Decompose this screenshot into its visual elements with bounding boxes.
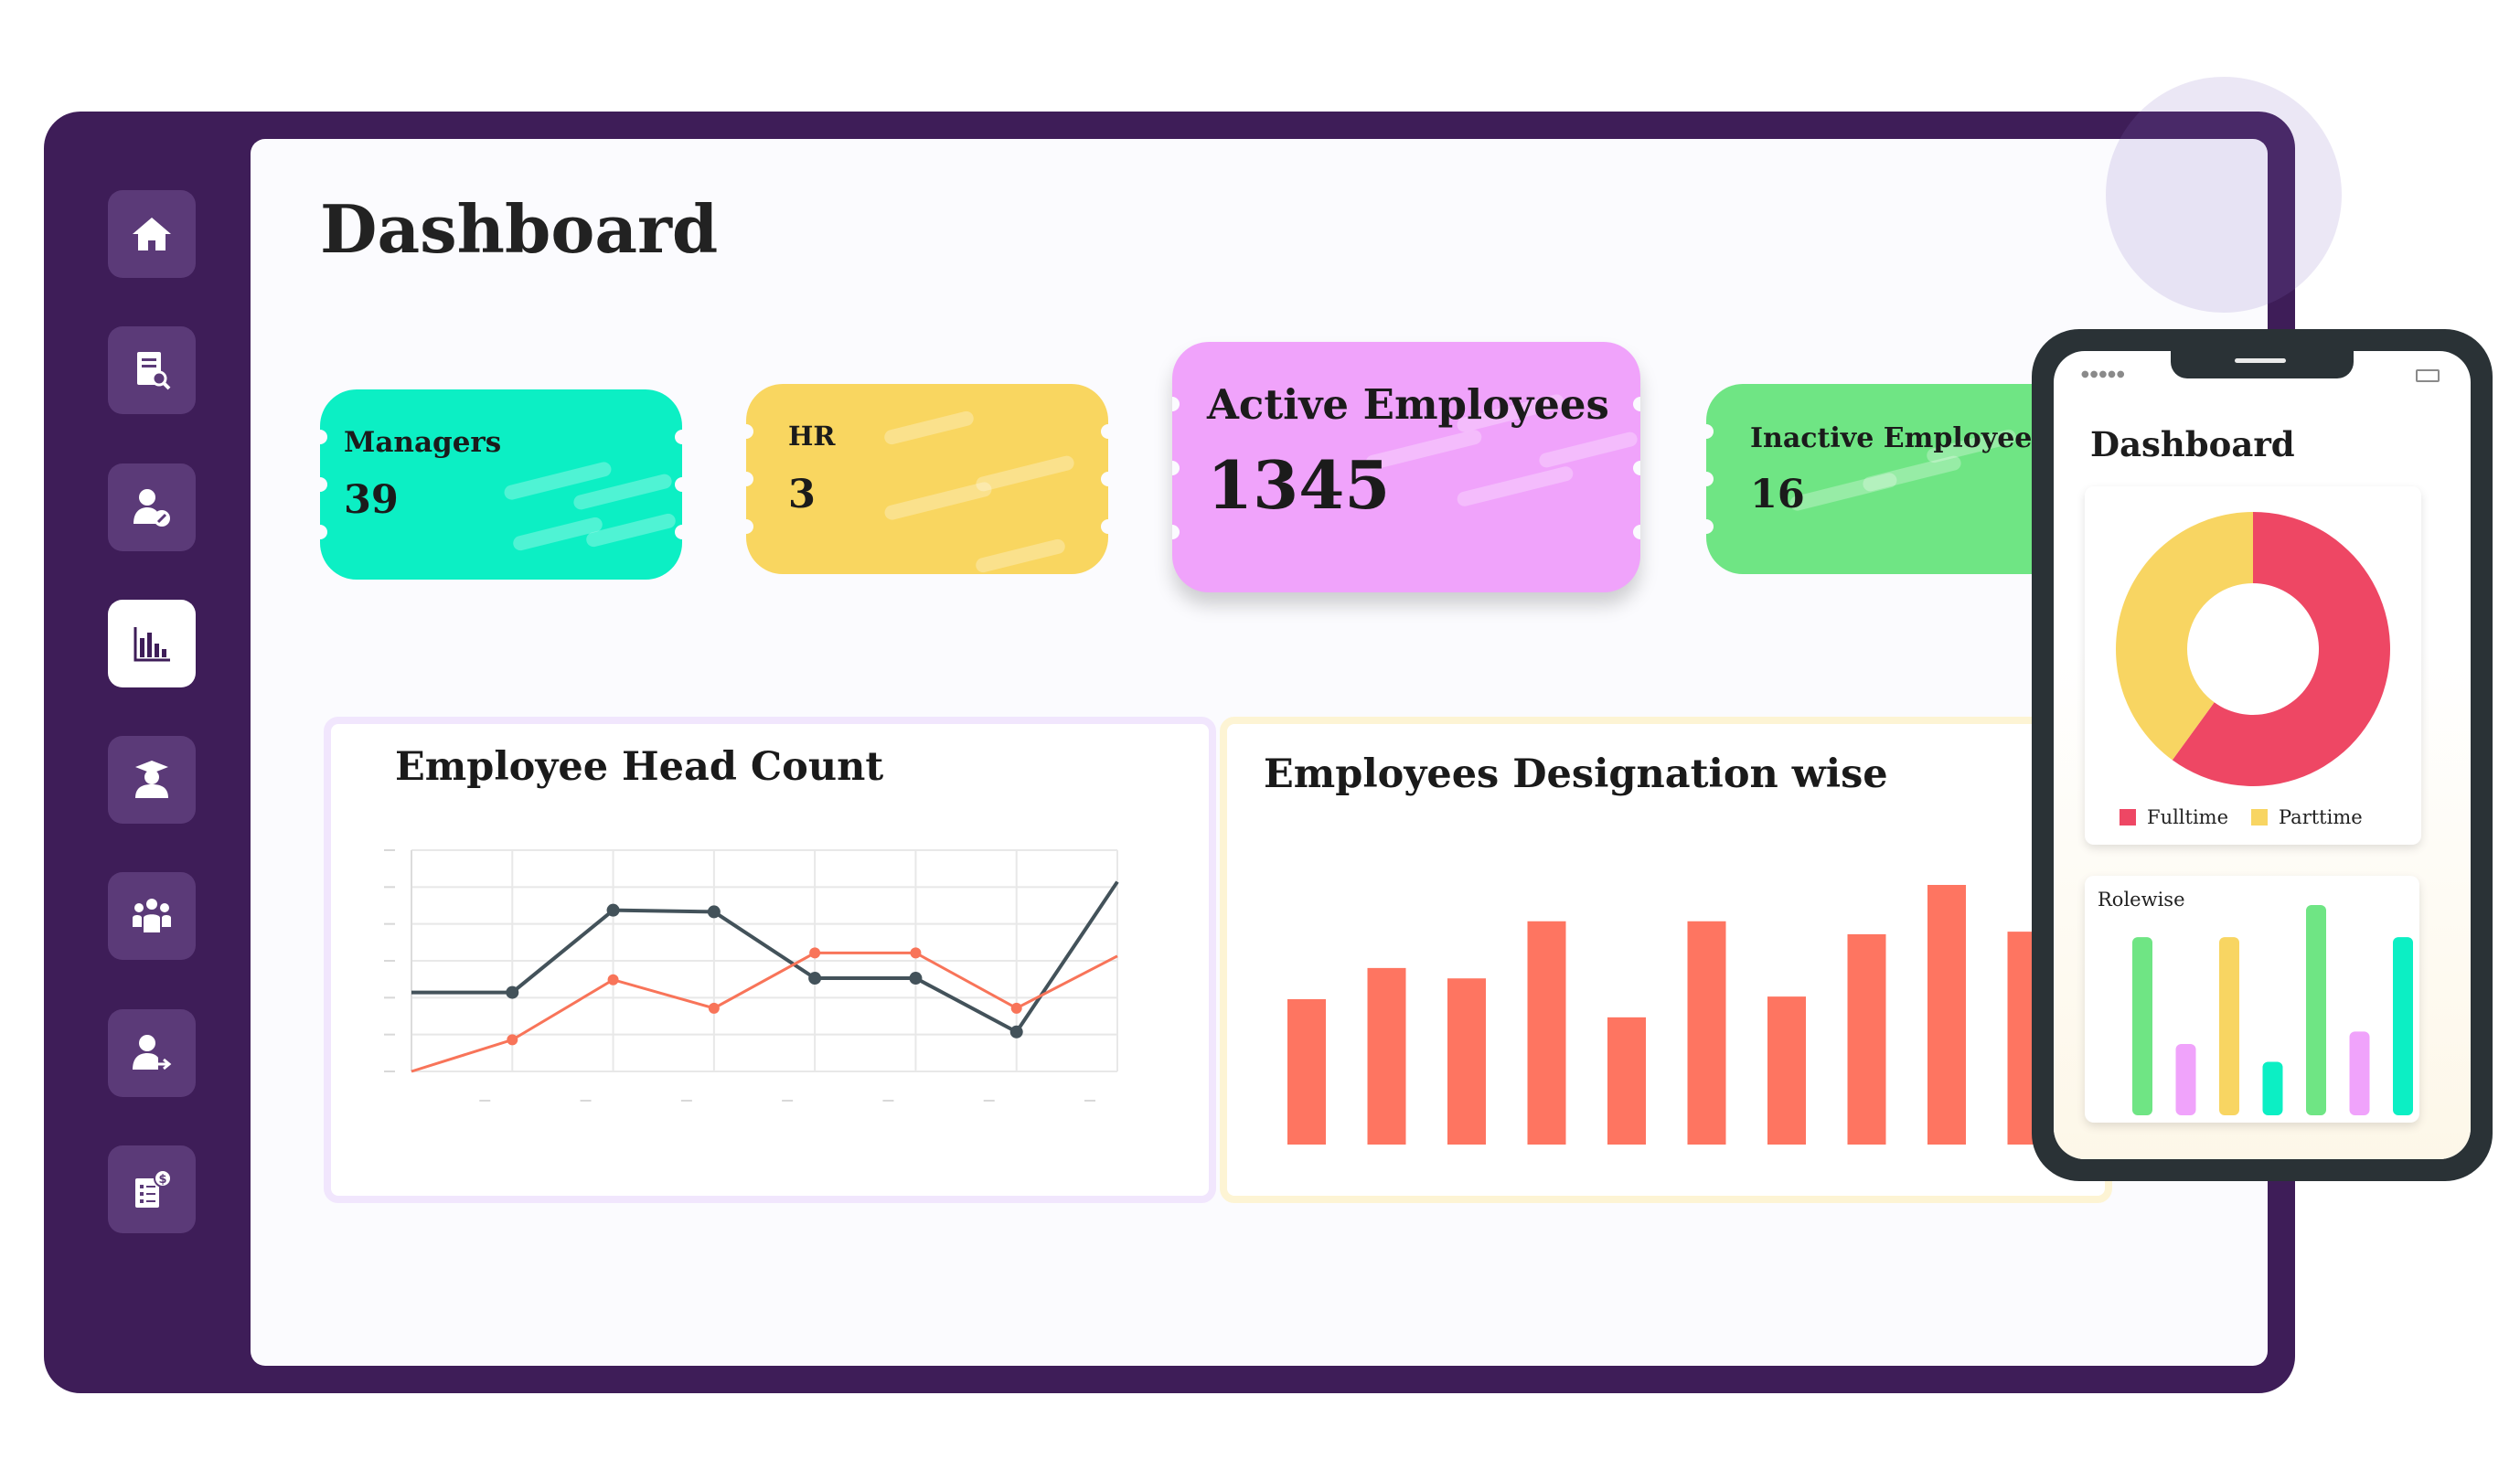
- data-point: [606, 903, 620, 917]
- bar: [2219, 937, 2239, 1115]
- data-point: [507, 1034, 518, 1046]
- pie-slice: [2172, 512, 2390, 786]
- bar-chart-icon: [133, 627, 170, 662]
- legend-swatch: [2251, 809, 2268, 826]
- stat-value: 1345: [1207, 446, 1391, 524]
- stat-label: Inactive Employees: [1750, 422, 2048, 454]
- decorative-circle: [2106, 77, 2342, 313]
- stat-label: Active Employees: [1207, 380, 1609, 429]
- svg-text:$: $: [158, 1173, 166, 1187]
- rolewise-title: Rolewise: [2098, 889, 2185, 911]
- pie-slice: [2116, 512, 2253, 761]
- battery-icon: [2416, 369, 2440, 382]
- stat-value: 39: [344, 477, 399, 523]
- stat-label: Managers: [344, 426, 502, 459]
- bar: [1687, 921, 1726, 1145]
- phone-screen: ●●●●● Dashboard Fulltime Parttime Rolewi…: [2054, 351, 2471, 1159]
- sidebar-item-teams[interactable]: [108, 872, 196, 960]
- data-point: [808, 972, 822, 985]
- sidebar-item-user-edit[interactable]: [108, 463, 196, 551]
- head-count-chart: [384, 849, 1119, 1102]
- bar: [2393, 937, 2413, 1115]
- stat-card-managers[interactable]: Managers 39: [320, 389, 682, 580]
- data-point: [707, 905, 721, 919]
- sidebar-item-reports[interactable]: [108, 326, 196, 414]
- stat-value: 3: [788, 472, 816, 517]
- head-count-panel: Employee Head Count: [324, 717, 1216, 1203]
- designation-chart: [1287, 885, 2046, 1145]
- bar: [1287, 998, 1326, 1145]
- bar: [1847, 933, 1886, 1145]
- designation-title: Employees Designation wise: [1264, 751, 1888, 797]
- sidebar-item-payroll[interactable]: $: [108, 1145, 196, 1233]
- sidebar-item-home[interactable]: [108, 190, 196, 278]
- stat-card-inactive-employees[interactable]: Inactive Employees 16: [1706, 384, 2068, 574]
- stat-card-active-employees[interactable]: Active Employees 1345: [1172, 342, 1640, 592]
- rolewise-chart: [2132, 905, 2413, 1115]
- series-line: [411, 880, 1119, 1035]
- bar: [2262, 1061, 2283, 1115]
- payroll-icon: $: [135, 1169, 172, 1208]
- graduate-icon: [135, 761, 168, 798]
- page-title: Dashboard: [320, 190, 719, 268]
- bar: [1527, 921, 1566, 1145]
- home-icon: [133, 218, 171, 250]
- bar: [1607, 1017, 1646, 1145]
- user-transfer-icon: [133, 1035, 172, 1071]
- stat-value: 16: [1750, 472, 1805, 517]
- bar: [2132, 937, 2152, 1115]
- document-search-icon: [137, 352, 171, 390]
- legend-parttime: Parttime: [2251, 806, 2363, 828]
- user-edit-icon: [133, 489, 170, 527]
- data-point: [909, 972, 923, 985]
- series-line: [411, 951, 1118, 1073]
- head-count-title: Employee Head Count: [395, 744, 884, 790]
- sidebar-item-training[interactable]: [108, 736, 196, 824]
- rolewise-card: Rolewise: [2085, 876, 2419, 1123]
- data-point: [708, 1002, 720, 1014]
- data-point: [809, 947, 821, 959]
- bar: [1767, 996, 1806, 1145]
- stat-label: HR: [788, 421, 836, 452]
- bar: [2306, 905, 2326, 1115]
- bar: [2349, 1031, 2370, 1115]
- legend-fulltime: Fulltime: [2120, 806, 2228, 828]
- signal-icon: ●●●●●: [2081, 369, 2126, 379]
- mobile-title: Dashboard: [2090, 424, 2295, 464]
- data-point: [506, 985, 519, 999]
- designation-panel: Employees Designation wise: [1220, 717, 2112, 1203]
- bar: [1927, 885, 1966, 1145]
- employment-type-donut: [2116, 512, 2390, 786]
- sidebar-item-analytics[interactable]: [108, 600, 196, 687]
- decorative-circle-overlay: [2106, 77, 2342, 313]
- group-icon: [133, 899, 171, 932]
- data-point: [1010, 1002, 1022, 1014]
- data-point: [910, 947, 922, 959]
- legend-swatch: [2120, 809, 2136, 826]
- bar: [2175, 1044, 2196, 1115]
- sidebar-item-transfer[interactable]: [108, 1009, 196, 1097]
- bar: [1367, 967, 1406, 1145]
- data-point: [1009, 1025, 1023, 1039]
- pie-card: Fulltime Parttime: [2085, 486, 2421, 845]
- data-point: [607, 974, 619, 985]
- bar: [1447, 978, 1486, 1145]
- stat-card-hr[interactable]: HR 3: [746, 384, 1108, 574]
